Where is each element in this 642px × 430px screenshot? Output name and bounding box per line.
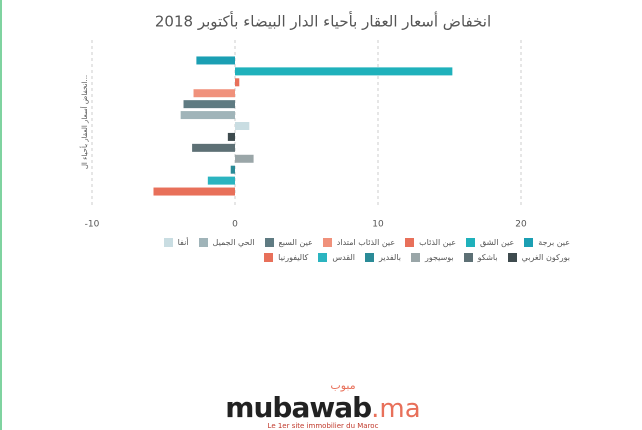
legend-item: عين السبع (264, 238, 313, 247)
legend-label: بوركون الغربي (521, 253, 570, 262)
legend-label: عين السبع (278, 238, 313, 247)
legend-item: بوركون الغربي (507, 253, 570, 262)
legend-label: عين برجة (538, 238, 570, 247)
x-tick-label: 10 (372, 220, 384, 230)
logo-suffix: .ma (371, 394, 421, 424)
legend-swatch (318, 253, 328, 262)
legend-label: بالفدير (379, 253, 402, 262)
bar (230, 165, 235, 174)
bar (192, 143, 235, 152)
legend-label: عين الشق (480, 238, 515, 247)
legend-swatch (365, 253, 375, 262)
legend-swatch (163, 238, 173, 247)
legend-label: بوسيجور (425, 253, 454, 262)
logo-arabic: مبوب (330, 379, 356, 392)
legend-item: أنفا (163, 238, 189, 247)
legend-label: كاليفورنيا (278, 253, 309, 262)
legend-swatch (264, 238, 274, 247)
legend-item: عين برجة (524, 238, 570, 247)
legend-label: باشكو (477, 253, 498, 262)
legend-swatch (264, 253, 274, 262)
legend: عين برجة عين الشق عين الذئاب عين الذئاب امت… (90, 238, 570, 262)
legend-item: القدس (318, 253, 355, 262)
bar (180, 111, 235, 120)
chart-title: انخفاض أسعار العقار بأحياء الدار البيضاء… (155, 11, 491, 31)
x-tick-label: -10 (85, 220, 100, 230)
bar (207, 176, 235, 185)
bar (153, 187, 235, 196)
bar (235, 67, 453, 76)
legend-item: بالفدير (365, 253, 401, 262)
legend-label: الحي الجميل (212, 238, 255, 247)
bar (235, 78, 240, 87)
bar (193, 89, 235, 98)
legend-label: عين الذئاب امتداد (336, 238, 396, 247)
x-tick-label: 0 (232, 220, 238, 230)
legend-swatch (524, 238, 534, 247)
legend-swatch (322, 238, 332, 247)
legend-label: أنفا (177, 238, 189, 247)
legend-swatch (463, 253, 473, 262)
legend-item: عين الذئاب امتداد (322, 238, 396, 247)
legend-swatch (466, 238, 475, 247)
legend-item: عين الذئاب (405, 238, 456, 247)
legend-swatch (411, 253, 421, 262)
legend-label: عين الذئاب (419, 238, 456, 247)
legend-swatch (198, 238, 208, 247)
legend-swatch (507, 253, 517, 262)
legend-item: الحي الجميل (198, 238, 255, 247)
bar (235, 154, 254, 163)
y-axis-label: انخفاض أسعار العقار بأحياء ال... (79, 75, 89, 169)
bar (183, 100, 235, 109)
legend-label: القدس (332, 253, 356, 262)
bar (196, 56, 235, 65)
legend-item: عين الشق (466, 238, 514, 247)
bar (227, 132, 235, 141)
logo: مبوب mubawab.ma Le 1er site immobilier d… (2, 380, 642, 430)
legend-item: باشكو (463, 253, 498, 262)
logo-name: mubawab (225, 391, 372, 424)
legend-item: بوسيجور (411, 253, 454, 262)
legend-item: كاليفورنيا (264, 253, 308, 262)
logo-tagline: Le 1er site immobilier du Maroc (267, 422, 379, 430)
x-tick-label: 20 (515, 220, 527, 230)
bar (235, 122, 250, 130)
legend-swatch (405, 238, 415, 247)
